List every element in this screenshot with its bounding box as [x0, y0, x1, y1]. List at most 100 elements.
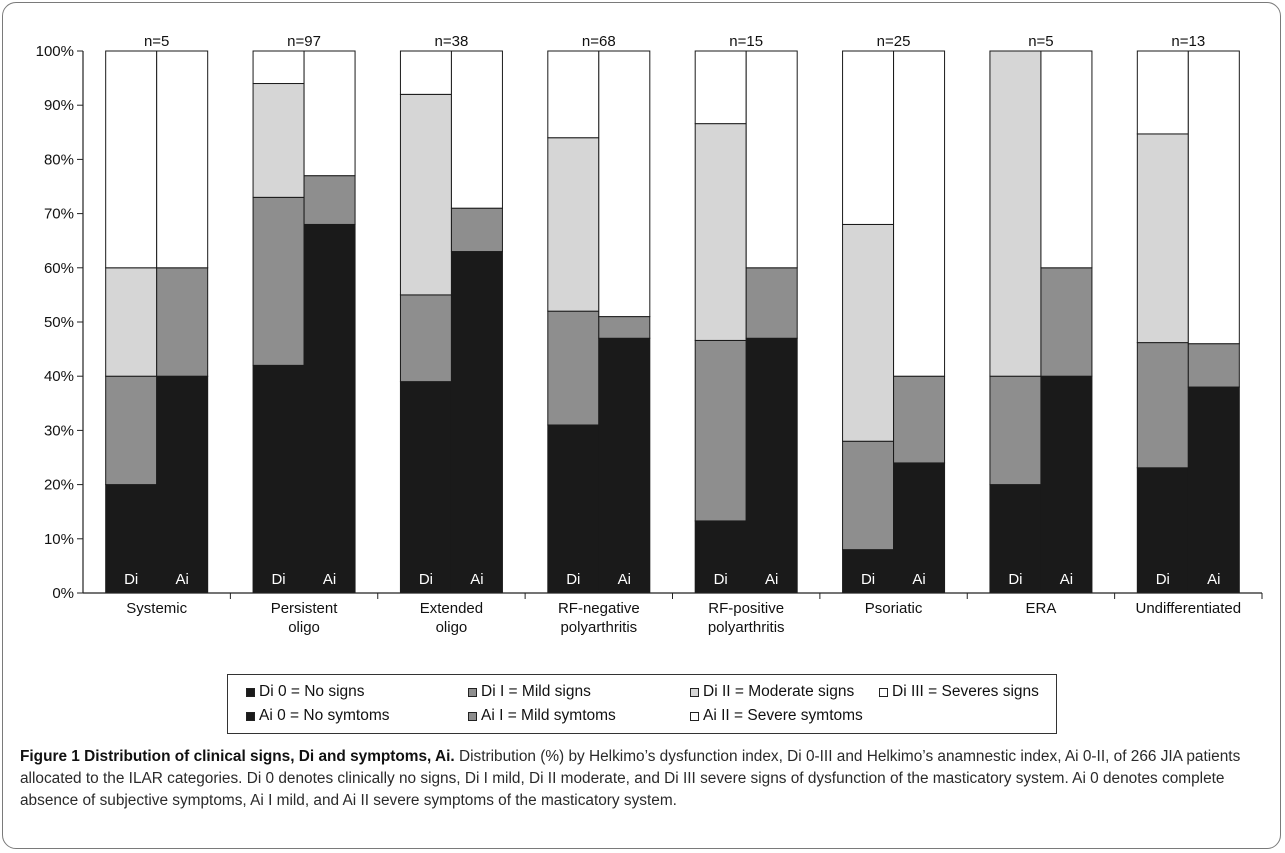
legend-item-ai0: Ai 0 = No symtoms	[246, 707, 390, 725]
y-tick-label: 70%	[44, 206, 74, 223]
y-tick-label: 20%	[44, 477, 74, 494]
bar-segment-di1	[989, 375, 1042, 486]
y-tick-label: 10%	[44, 531, 74, 548]
x-category-label: Persistent	[271, 600, 339, 617]
ai-bar-label: Ai	[618, 571, 631, 588]
caption-title: Figure 1 Distribution of clinical signs,…	[20, 748, 455, 765]
legend-row-ai: Ai 0 = No symtoms Ai I = Mild symtoms Ai…	[228, 707, 1056, 731]
ai-bar-label: Ai	[1060, 571, 1073, 588]
bar-segment-di0	[399, 381, 452, 594]
bar-segment-di2	[399, 93, 452, 296]
x-category-label: polyarthritis	[560, 619, 637, 636]
legend-label: Ai I = Mild symtoms	[481, 707, 616, 724]
bar-segment-ai2	[745, 50, 798, 269]
bar-segment-ai2	[303, 50, 356, 177]
bar-segment-ai0	[598, 337, 651, 594]
ai-bar-label: Ai	[470, 571, 483, 588]
bar-segment-di1	[694, 339, 747, 522]
x-category-label: ERA	[1026, 600, 1057, 617]
legend-label: Di 0 = No signs	[259, 683, 365, 700]
di-bar-label: Di	[271, 571, 285, 588]
bar-segment-di3	[105, 50, 158, 269]
bar-segment-di2	[989, 50, 1042, 377]
ai-bar-label: Ai	[176, 571, 189, 588]
bar-segment-di2	[842, 223, 895, 442]
bar-segment-di2	[547, 137, 600, 312]
di-bar-label: Di	[124, 571, 138, 588]
x-category-label: polyarthritis	[708, 619, 785, 636]
bar-segment-di3	[399, 50, 452, 95]
bar-segment-ai1	[450, 207, 503, 253]
chart-legend: Di 0 = No signs Di I = Mild signs Di II …	[227, 674, 1057, 734]
y-tick-label: 50%	[44, 314, 74, 331]
bar-segment-ai2	[156, 50, 209, 269]
x-category-label: Extended	[420, 600, 483, 617]
bar-segment-ai0	[450, 251, 503, 594]
di-bar-label: Di	[419, 571, 433, 588]
legend-swatch	[468, 711, 477, 721]
stacked-bar-chart: 0% 10% 20% 30% 40% 50% 60% 70% 80% 90% 100% Di Ai n=5…	[36, 33, 1263, 636]
y-tick-label: 80%	[44, 151, 74, 168]
n-label: n=38	[435, 33, 469, 50]
bar-segment-di2	[105, 267, 158, 377]
bar-segment-ai1	[156, 267, 209, 377]
legend-item-di3: Di III = Severes signs	[879, 683, 1039, 701]
x-category-label: Undifferentiated	[1135, 600, 1241, 617]
y-tick-label: 100%	[36, 43, 74, 60]
legend-label: Di I = Mild signs	[481, 683, 591, 700]
di-bar-label: Di	[1008, 571, 1022, 588]
bar-segment-di0	[252, 364, 305, 594]
legend-item-ai1: Ai I = Mild symtoms	[468, 707, 616, 725]
ai-bar-label: Ai	[323, 571, 336, 588]
bar-segment-ai2	[893, 50, 946, 377]
n-label: n=15	[729, 33, 763, 50]
legend-item-ai2: Ai II = Severe symtoms	[690, 707, 863, 725]
bar-segment-ai2	[598, 50, 651, 318]
bar-segment-di0	[989, 484, 1042, 594]
bar-segment-di1	[547, 310, 600, 426]
bar-segment-ai1	[893, 375, 946, 464]
bar-segment-di1	[252, 196, 305, 366]
bar-segment-ai1	[1040, 267, 1093, 377]
x-category-label: Systemic	[126, 600, 187, 617]
legend-swatch	[246, 687, 255, 697]
legend-swatch	[879, 687, 888, 697]
bar-segment-di3	[252, 50, 305, 85]
di-bar-label: Di	[861, 571, 875, 588]
bar-segment-ai2	[1187, 50, 1240, 345]
n-label: n=5	[1028, 33, 1053, 50]
bar-segment-ai0	[745, 337, 798, 594]
x-category-label: RF-positive	[708, 600, 784, 617]
x-category-label: oligo	[436, 619, 468, 636]
ai-bar-label: Ai	[912, 571, 925, 588]
bar-segment-ai0	[893, 462, 946, 594]
y-tick-label: 0%	[52, 585, 74, 602]
bar-segment-di3	[842, 50, 895, 225]
bar-segment-di2	[694, 123, 747, 341]
bar-segment-di1	[842, 440, 895, 551]
bar-segment-di2	[252, 83, 305, 198]
bar-segment-ai1	[598, 316, 651, 339]
legend-label: Ai 0 = No symtoms	[259, 707, 390, 724]
legend-item-di1: Di I = Mild signs	[468, 683, 591, 701]
n-label: n=13	[1171, 33, 1205, 50]
bar-segment-ai1	[303, 175, 356, 225]
bar-segment-di1	[105, 375, 158, 486]
bar-segment-di1	[399, 294, 452, 383]
x-category-label: RF-negative	[558, 600, 640, 617]
bar-segment-di3	[694, 50, 747, 125]
legend-swatch	[246, 711, 255, 721]
bar-segment-ai1	[1187, 343, 1240, 388]
bar-segment-di3	[547, 50, 600, 139]
legend-label: Ai II = Severe symtoms	[703, 707, 863, 724]
bar-segment-ai2	[450, 50, 503, 209]
y-tick-label: 40%	[44, 368, 74, 385]
bar-segment-ai0	[156, 375, 209, 594]
y-tick-label: 30%	[44, 422, 74, 439]
di-bar-label: Di	[566, 571, 580, 588]
legend-item-di2: Di II = Moderate signs	[690, 683, 854, 701]
bar-segment-ai0	[303, 223, 356, 594]
figure-caption: Figure 1 Distribution of clinical signs,…	[20, 746, 1270, 812]
n-label: n=5	[144, 33, 169, 50]
bar-segment-di1	[1136, 342, 1189, 469]
